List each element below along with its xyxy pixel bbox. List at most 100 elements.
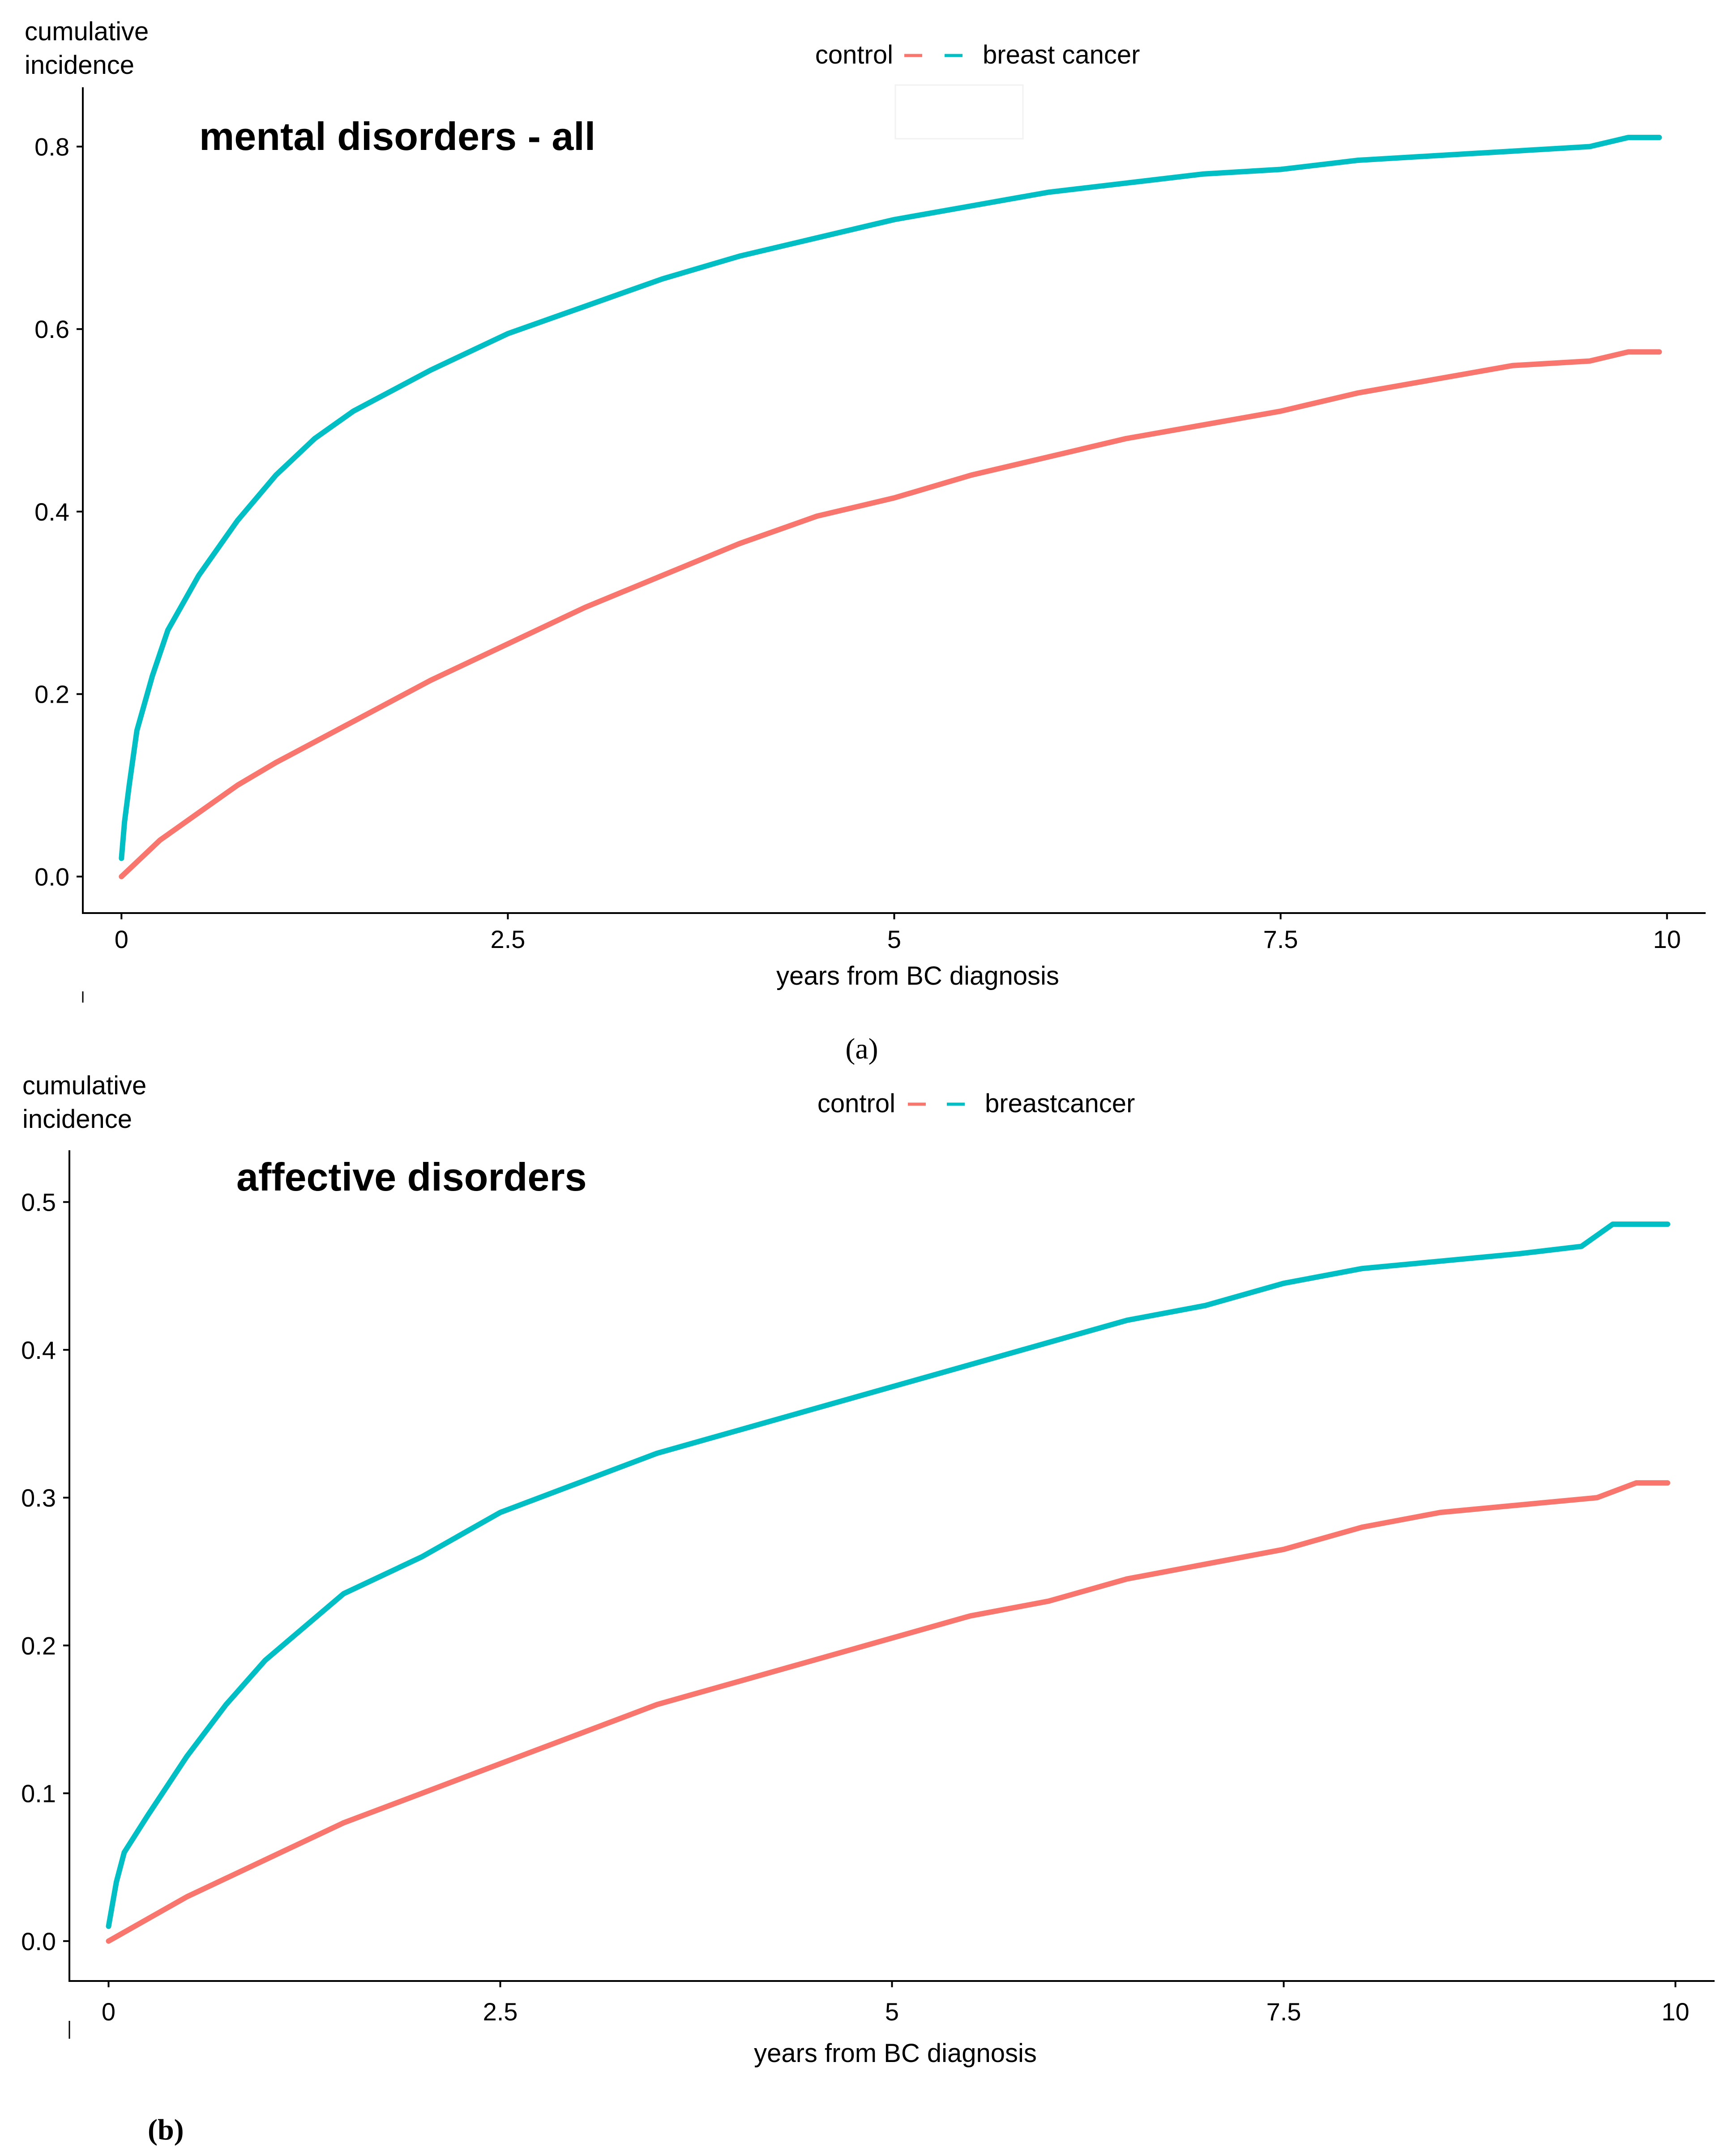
chart-a-series-control-point xyxy=(235,783,240,788)
chart-b-y-tick-label: 0.1 xyxy=(21,1780,56,1808)
chart-b-series-control-point xyxy=(263,1857,268,1862)
chart-a-series-breast-cancer-point xyxy=(134,728,139,733)
chart-a-series-control-point xyxy=(1201,423,1206,427)
chart-a-x-tick-label: 7.5 xyxy=(1263,925,1298,953)
chart-a: cumulative incidence control breast canc… xyxy=(25,17,1706,1065)
chart-a-x-tick-label: 0 xyxy=(115,925,128,953)
chart-b-series-breastcancer-point xyxy=(114,1879,119,1884)
chart-a-legend-ghost-box xyxy=(894,84,1024,140)
chart-b-series-control-point xyxy=(184,1894,189,1899)
chart-a-series-control-point xyxy=(1356,391,1360,395)
chart-a-series-breast-cancer-point xyxy=(1433,153,1437,158)
chart-b-x-tick-label: 10 xyxy=(1661,1998,1689,2026)
chart-a-series-control-point xyxy=(505,641,510,646)
chart-a-title: mental disorders - all xyxy=(199,114,595,158)
chart-a-series-breast-cancer-point xyxy=(1201,171,1206,176)
chart-b-series-breastcancer-point xyxy=(498,1510,503,1515)
chart-b-series-breastcancer-point xyxy=(733,1429,738,1434)
chart-b-series-control-point xyxy=(1438,1510,1443,1515)
chart-b-series-control-point xyxy=(1665,1481,1670,1486)
chart-b-series-control-line xyxy=(106,1480,1670,1944)
chart-a-series-breast-cancer-point xyxy=(1657,135,1662,140)
chart-b-series-breastcancer-point xyxy=(1610,1222,1615,1227)
chart-b-series-breastcancer-point xyxy=(1046,1340,1051,1345)
chart-b-series-control-point xyxy=(733,1680,738,1685)
chart-a-series-breast-cancer-point xyxy=(1046,190,1051,195)
chart-a-series-breast-cancer-point xyxy=(814,235,819,240)
chart-b-x-ticks: 0 2.5 5 7.5 10 xyxy=(102,1981,1690,2026)
chart-b-series-control-point xyxy=(968,1614,973,1618)
chart-a-series-control-point xyxy=(428,678,433,683)
chart-b-y-tick-label: 0.0 xyxy=(21,1927,56,1955)
chart-a-x-ticks: 0 2.5 5 7.5 10 xyxy=(115,913,1681,953)
chart-b-series-breastcancer-point xyxy=(811,1406,816,1411)
chart-a-legend-control-label: control xyxy=(815,40,893,69)
chart-b-legend-control-label: control xyxy=(817,1089,895,1118)
chart-a-series-breast-cancer-point xyxy=(583,304,587,309)
chart-b-series-control-point xyxy=(419,1791,424,1796)
chart-b-y-tick-label: 0.4 xyxy=(21,1336,56,1364)
chart-a-series-breast-cancer-point xyxy=(150,673,155,678)
chart-a-series-breast-cancer-point xyxy=(1356,158,1360,163)
chart-a-series-breast-cancer-point xyxy=(1124,181,1129,186)
chart-a-y-tick-label: 0.0 xyxy=(34,862,69,891)
chart-b-series-breastcancer-point xyxy=(122,1850,127,1855)
chart-b-panel-label: (b) xyxy=(148,2113,184,2146)
chart-a-series-control-point xyxy=(1657,350,1662,354)
chart-a-series-control-point xyxy=(119,874,124,879)
chart-a-series-breast-cancer-point xyxy=(274,473,278,478)
chart-a-series-breast-cancer-point xyxy=(127,783,132,788)
chart-b-series-control-point xyxy=(655,1702,659,1707)
chart-b-series-breastcancer-point xyxy=(1203,1303,1208,1308)
chart-b-series-breastcancer-point xyxy=(145,1813,150,1818)
chart-b-y-tick-label: 0.3 xyxy=(21,1484,56,1512)
chart-b-series-breastcancer-point xyxy=(1125,1318,1129,1323)
chart-a-series-control-point xyxy=(158,837,163,842)
chart-a-series-breast-cancer-point xyxy=(351,409,356,414)
chart-b-x-tick-label: 7.5 xyxy=(1266,1998,1301,2026)
chart-b-series-control-point xyxy=(1595,1495,1600,1500)
chart-b-series-breastcancer-point xyxy=(341,1591,346,1596)
chart-a-legend: control breast cancer xyxy=(815,40,1140,69)
chart-a-series-breast-cancer-point xyxy=(1278,167,1283,172)
chart-a-series-control-point xyxy=(814,514,819,519)
chart-b-series-breastcancer-point xyxy=(1579,1244,1584,1249)
chart-b-series-control-point xyxy=(1203,1562,1208,1567)
chart-a-series-breast-cancer-point xyxy=(969,204,974,208)
chart-a-x-tick-label: 2.5 xyxy=(490,925,525,953)
chart-b-series-breastcancer-point xyxy=(1516,1251,1521,1256)
chart-b-series-breastcancer-point xyxy=(419,1554,424,1559)
chart-b-y-ticks: 0.0 0.1 0.2 0.3 0.4 0.5 xyxy=(21,1188,69,1955)
chart-a-y-tick-label: 0.8 xyxy=(34,133,69,161)
chart-b-xlabel: years from BC diagnosis xyxy=(754,2039,1037,2068)
chart-a-series-control-point xyxy=(660,573,665,578)
chart-b-legend-breastcancer-label: breastcancer xyxy=(985,1089,1135,1118)
chart-b-ylabel-line1: cumulative xyxy=(22,1071,146,1100)
chart-a-x-tick-label: 10 xyxy=(1653,925,1681,953)
chart-b-series-breastcancer-point xyxy=(576,1481,581,1486)
chart-a-series-breast-cancer-point xyxy=(1626,135,1631,140)
chart-b-series-control-point xyxy=(890,1635,894,1640)
chart-a-series-breast-cancer-point xyxy=(119,856,124,861)
chart-b-series-control-point xyxy=(1634,1481,1638,1486)
chart-a-series-breast-cancer-point xyxy=(428,368,433,372)
chart-a-series-breast-cancer-point xyxy=(505,331,510,336)
chart-b-series-control-point xyxy=(1125,1576,1129,1581)
chart-a-series-control-point xyxy=(196,810,201,815)
chart-a-series-control-point xyxy=(1587,359,1592,363)
chart-b-y-tick-label: 0.5 xyxy=(21,1188,56,1217)
chart-a-ylabel-line2: incidence xyxy=(25,51,134,80)
chart-b-series-breastcancer-point xyxy=(1634,1222,1638,1227)
chart-a-series-control-point xyxy=(969,473,974,478)
chart-b-series-control-point xyxy=(106,1938,111,1943)
chart-b-series-breastcancer-point xyxy=(968,1362,973,1367)
chart-b-series-control-point xyxy=(341,1820,346,1825)
chart-b-series xyxy=(106,1221,1670,1944)
chart-a-y-tick-label: 0.2 xyxy=(34,680,69,709)
chart-a-y-ticks: 0.0 0.2 0.4 0.6 0.8 xyxy=(34,133,83,891)
chart-b-series-breastcancer-point xyxy=(1360,1266,1365,1271)
chart-a-series-breast-cancer-point xyxy=(165,628,170,632)
chart-a-series xyxy=(119,135,1662,879)
chart-b-x-tick-label: 5 xyxy=(885,1998,899,2026)
chart-b-x-tick-label: 2.5 xyxy=(483,1998,518,2026)
